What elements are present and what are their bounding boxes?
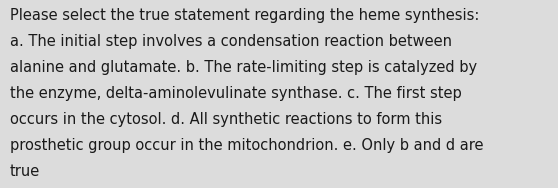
Text: the enzyme, delta-aminolevulinate synthase. c. The first step: the enzyme, delta-aminolevulinate syntha… [10,86,462,101]
Text: occurs in the cytosol. d. All synthetic reactions to form this: occurs in the cytosol. d. All synthetic … [10,112,442,127]
Text: Please select the true statement regarding the heme synthesis:: Please select the true statement regardi… [10,8,479,24]
Text: true: true [10,164,40,179]
Text: a. The initial step involves a condensation reaction between: a. The initial step involves a condensat… [10,34,452,49]
Text: prosthetic group occur in the mitochondrion. e. Only b and d are: prosthetic group occur in the mitochondr… [10,138,484,153]
Text: alanine and glutamate. b. The rate-limiting step is catalyzed by: alanine and glutamate. b. The rate-limit… [10,60,477,75]
